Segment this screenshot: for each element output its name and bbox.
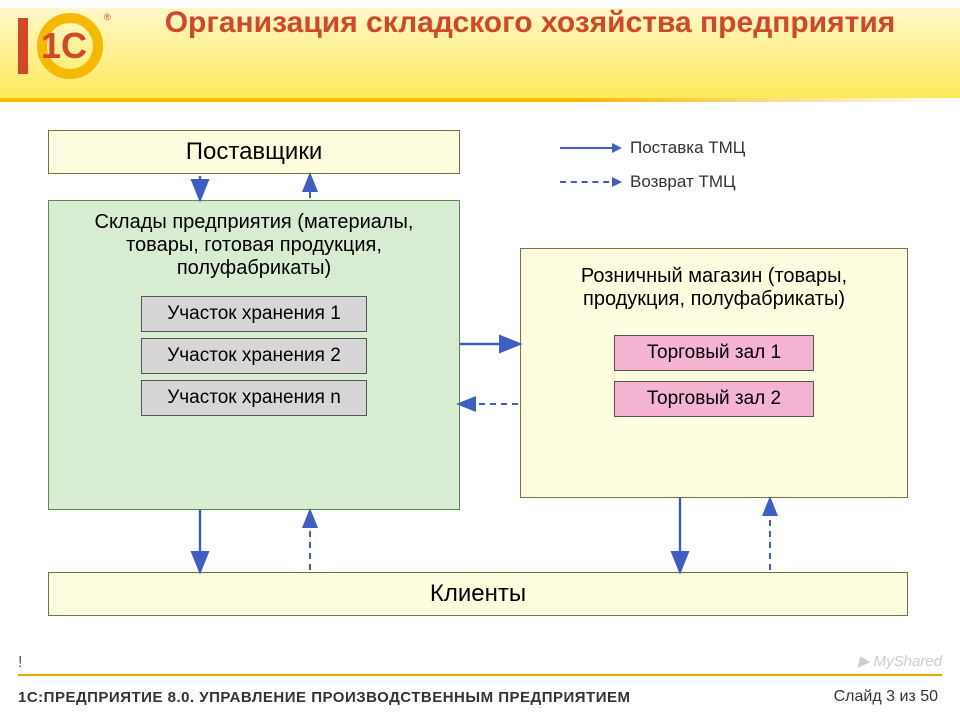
legend-return-label: Возврат ТМЦ	[630, 172, 736, 192]
warehouse-items: Участок хранения 1 Участок хранения 2 Учас…	[49, 296, 459, 416]
box-retail-label: Розничный магазин (товары, продукция, по…	[521, 249, 907, 325]
legend-supply-label: Поставка ТМЦ	[630, 138, 745, 158]
box-retail: Розничный магазин (товары, продукция, по…	[520, 248, 908, 498]
legend-dashed-arrow-icon	[560, 181, 620, 183]
exclamation-mark: !	[18, 654, 22, 672]
svg-text:1C: 1C	[41, 25, 87, 66]
box-warehouses-label: Склады предприятия (материалы, товары, г…	[49, 201, 459, 290]
legend-solid-arrow-icon	[560, 147, 620, 149]
legend-supply: Поставка ТМЦ	[560, 138, 745, 158]
retail-hall: Торговый зал 2	[614, 381, 814, 417]
warehouse-section: Участок хранения 2	[141, 338, 367, 374]
box-clients-label: Клиенты	[49, 573, 907, 608]
footer-divider	[18, 674, 942, 676]
logo-1c: 1C ®	[12, 6, 112, 86]
box-suppliers: Поставщики	[48, 130, 460, 174]
footer-product: 1С:ПРЕДПРИЯТИЕ 8.0. УПРАВЛЕНИЕ ПРОИЗВОДС…	[18, 689, 631, 706]
box-clients: Клиенты	[48, 572, 908, 616]
box-warehouses: Склады предприятия (материалы, товары, г…	[48, 200, 460, 510]
warehouse-section: Участок хранения n	[141, 380, 367, 416]
footer-page: Слайд 3 из 50	[834, 688, 938, 706]
box-suppliers-label: Поставщики	[49, 131, 459, 166]
slide: 1C ® Организация складского хозяйства пр…	[0, 0, 960, 720]
retail-hall: Торговый зал 1	[614, 335, 814, 371]
title-banner-underline	[0, 98, 960, 102]
retail-items: Торговый зал 1 Торговый зал 2	[521, 335, 907, 417]
legend-return: Возврат ТМЦ	[560, 172, 736, 192]
svg-text:®: ®	[104, 12, 111, 22]
warehouse-section: Участок хранения 1	[141, 296, 367, 332]
watermark: ▶ MyShared	[858, 652, 942, 670]
slide-title: Организация складского хозяйства предпри…	[130, 6, 930, 41]
